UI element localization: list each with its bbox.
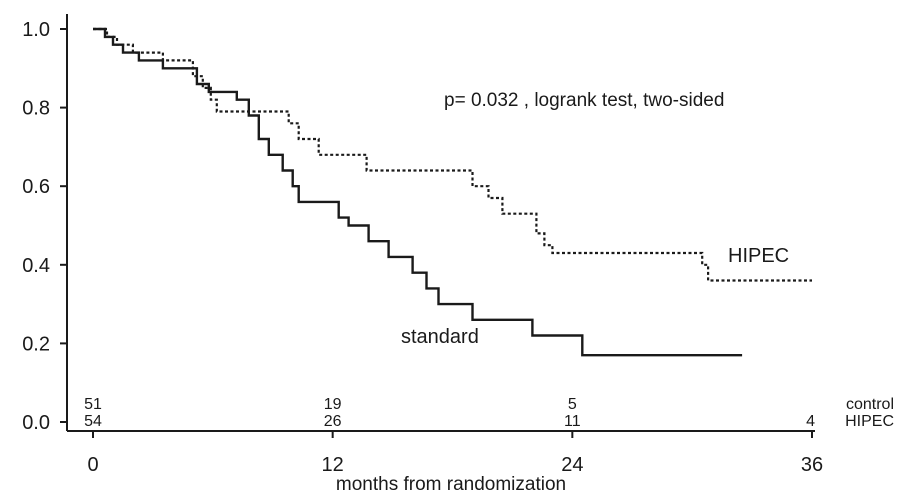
logrank-annotation: p= 0.032 , logrank test, two-sided xyxy=(444,90,724,111)
risk-count-control: 51 xyxy=(84,396,102,413)
y-tick-label: 0.6 xyxy=(22,176,50,198)
risk-count-hipec: 4 xyxy=(806,413,815,430)
risk-row-label-control: control xyxy=(846,396,894,413)
risk-count-control: 5 xyxy=(568,396,577,413)
risk-row-label-hipec: HIPEC xyxy=(845,413,894,430)
series xyxy=(93,27,812,357)
x-tick-label: 24 xyxy=(561,454,583,476)
x-tick-label: 36 xyxy=(801,454,823,476)
risk-count-hipec: 11 xyxy=(564,413,581,430)
series-line-standard xyxy=(93,27,743,357)
y-ticks: 0.0 0.2 0.4 0.6 0.8 1.0 xyxy=(22,19,67,434)
risk-table: 51 19 5 control 54 26 11 4 HIPEC xyxy=(84,396,894,430)
y-tick-label: 0.4 xyxy=(22,255,50,277)
x-ticks: 0 12 24 36 xyxy=(87,431,823,476)
y-tick-label: 0.0 xyxy=(22,412,50,434)
y-tick-label: 1.0 xyxy=(22,19,50,41)
risk-count-hipec: 54 xyxy=(84,413,102,430)
series-line-hipec xyxy=(93,27,812,282)
x-axis-title: months from randomization xyxy=(336,474,566,495)
risk-count-hipec: 26 xyxy=(324,413,342,430)
y-tick-label: 0.2 xyxy=(22,333,50,355)
series-label-standard: standard xyxy=(401,326,479,348)
risk-count-control: 19 xyxy=(324,396,342,413)
series-label-hipec: HIPEC xyxy=(728,245,789,267)
axes xyxy=(66,14,815,432)
y-tick-label: 0.8 xyxy=(22,98,50,120)
x-tick-label: 12 xyxy=(322,454,344,476)
x-tick-label: 0 xyxy=(87,454,98,476)
